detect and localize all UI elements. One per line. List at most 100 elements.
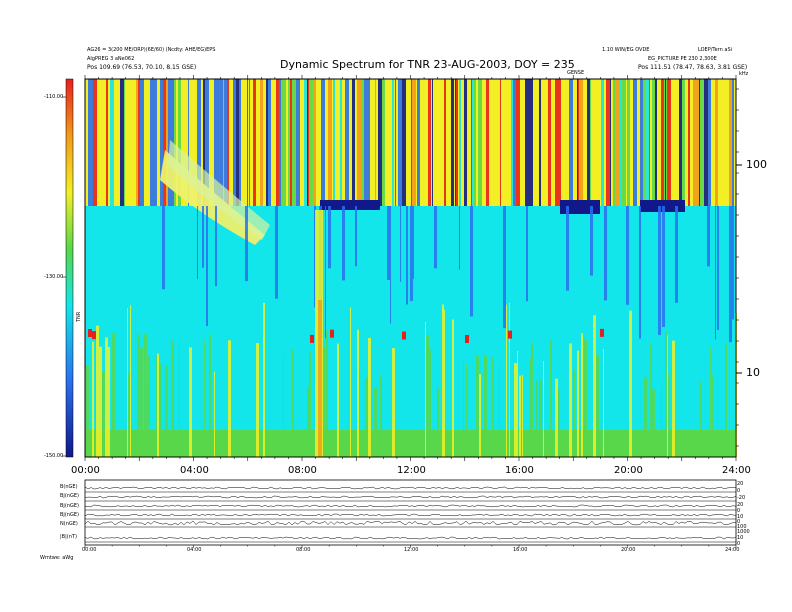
lower-stripe bbox=[357, 329, 359, 457]
upper-stripe bbox=[349, 79, 352, 206]
lower-stripe bbox=[526, 206, 528, 302]
upper-stripe bbox=[342, 79, 345, 206]
bottom-rtick-0: 20 bbox=[737, 481, 744, 487]
lower-stripe bbox=[566, 206, 569, 291]
upper-stripe bbox=[551, 79, 555, 206]
bottom-panel-trace bbox=[84, 536, 737, 540]
upper-stripe bbox=[255, 79, 256, 206]
lower-stripe bbox=[365, 377, 368, 457]
upper-stripe bbox=[657, 79, 658, 206]
upper-stripe bbox=[163, 79, 166, 206]
lower-stripe bbox=[573, 370, 575, 457]
upper-stripe bbox=[573, 79, 577, 206]
upper-stripe bbox=[239, 79, 241, 206]
lower-stripe bbox=[189, 347, 192, 457]
upper-stripe bbox=[106, 79, 108, 206]
upper-stripe bbox=[181, 79, 184, 206]
lower-stripe bbox=[531, 342, 533, 457]
upper-stripe bbox=[537, 79, 539, 206]
upper-stripe bbox=[564, 79, 566, 206]
lower-stripe bbox=[470, 206, 473, 317]
upper-stripe bbox=[693, 79, 696, 206]
bottom-rtick-1: 0 bbox=[737, 488, 741, 494]
upper-stripe bbox=[688, 79, 690, 206]
upper-stripe bbox=[249, 79, 250, 206]
lower-stripe bbox=[197, 206, 198, 280]
upper-stripe bbox=[600, 79, 601, 206]
bottom-x-tick-0: 00:00 bbox=[82, 547, 97, 553]
header-left-line1: AG26 = 3(200 ME/ORP)(6E/60) (Ncdty: AHE/… bbox=[87, 47, 216, 53]
upper-stripe bbox=[308, 79, 309, 206]
upper-stripe bbox=[626, 79, 627, 206]
upper-stripe bbox=[610, 79, 611, 206]
lower-stripe bbox=[707, 206, 710, 267]
lower-stripe bbox=[342, 206, 345, 281]
colorbar-tick-bottom: -150.00 bbox=[44, 453, 64, 459]
upper-stripe bbox=[274, 79, 276, 206]
upper-stripe bbox=[189, 79, 193, 206]
x-tick-6: 24:00 bbox=[722, 465, 751, 476]
upper-stripe bbox=[114, 79, 118, 206]
upper-stripe bbox=[93, 79, 97, 206]
upper-stripe bbox=[486, 79, 489, 206]
upper-stripe bbox=[650, 79, 652, 206]
upper-stripe bbox=[184, 79, 188, 206]
upper-stripe bbox=[729, 79, 732, 206]
lower-stripe bbox=[425, 322, 426, 457]
x-tick-5: 20:00 bbox=[614, 465, 643, 476]
lower-stripe bbox=[712, 374, 713, 457]
upper-stripe bbox=[523, 79, 525, 206]
lower-stripe bbox=[426, 334, 429, 457]
upper-stripe bbox=[467, 79, 471, 206]
lower-stripe bbox=[479, 374, 481, 457]
lower-stripe bbox=[392, 348, 395, 457]
upper-stripe bbox=[288, 79, 290, 206]
upper-stripe bbox=[424, 79, 426, 206]
upper-stripe bbox=[378, 79, 379, 206]
upper-stripe bbox=[724, 79, 727, 206]
upper-stripe bbox=[364, 79, 367, 206]
lower-stripe bbox=[658, 206, 661, 336]
lower-stripe bbox=[148, 355, 150, 457]
lower-stripe bbox=[492, 357, 494, 457]
upper-stripe bbox=[718, 79, 722, 206]
lower-stripe bbox=[603, 349, 604, 457]
lower-stripe bbox=[204, 340, 205, 457]
upper-stripe bbox=[601, 79, 604, 206]
upper-stripe bbox=[687, 79, 688, 206]
upper-stripe bbox=[296, 79, 300, 206]
upper-stripe bbox=[501, 79, 505, 206]
upper-stripe bbox=[583, 79, 587, 206]
upper-stripe bbox=[649, 79, 650, 206]
upper-stripe bbox=[727, 79, 729, 206]
upper-stripe bbox=[557, 79, 561, 206]
upper-stripe bbox=[478, 79, 482, 206]
upper-stripe bbox=[248, 79, 249, 206]
lower-stripe bbox=[130, 305, 131, 457]
upper-stripe bbox=[313, 79, 316, 206]
upper-stripe bbox=[666, 79, 667, 206]
upper-stripe bbox=[568, 79, 569, 206]
lower-stripe bbox=[387, 206, 390, 280]
lower-stripe bbox=[517, 351, 518, 457]
upper-stripe bbox=[536, 79, 537, 206]
lower-stripe bbox=[667, 335, 668, 457]
upper-stripe bbox=[88, 79, 92, 206]
bottom-x-tick-5: 20:00 bbox=[621, 547, 636, 553]
upper-stripe bbox=[432, 79, 433, 206]
x-tick-0: 00:00 bbox=[71, 465, 100, 476]
bottom-rtick-9: 10 bbox=[737, 535, 744, 541]
lower-stripe bbox=[536, 380, 538, 457]
lower-stripe bbox=[99, 346, 102, 457]
upper-stripe bbox=[213, 79, 214, 206]
upper-stripe bbox=[362, 79, 364, 206]
upper-stripe bbox=[491, 79, 495, 206]
upper-stripe bbox=[148, 79, 150, 206]
lower-stripe bbox=[577, 350, 579, 457]
lower-stripe bbox=[92, 341, 94, 457]
lower-stripe bbox=[179, 338, 180, 457]
upper-stripe bbox=[283, 79, 286, 206]
lower-stripe bbox=[245, 206, 248, 282]
upper-stripe bbox=[476, 79, 478, 206]
